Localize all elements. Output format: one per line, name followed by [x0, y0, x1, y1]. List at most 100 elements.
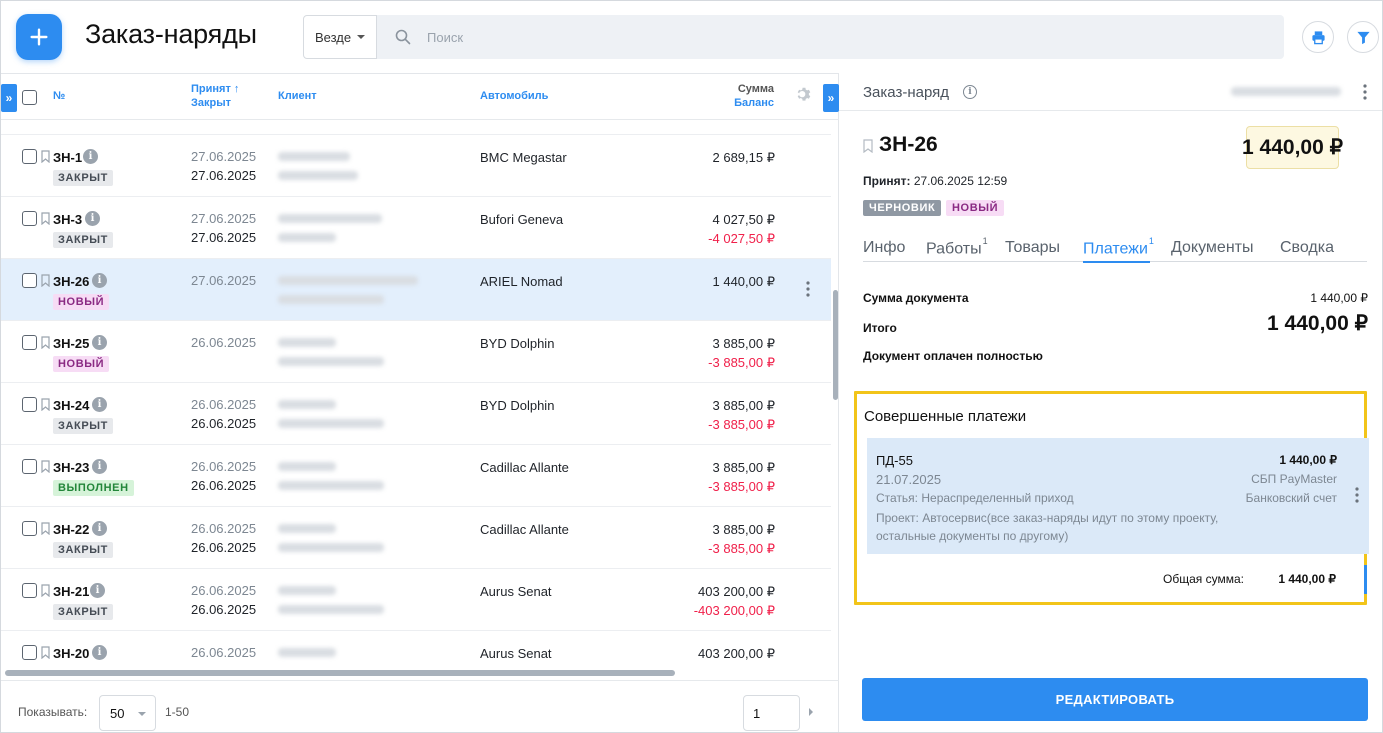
row-menu-icon[interactable]	[806, 281, 810, 297]
client-name-redacted	[278, 214, 382, 223]
table-row[interactable]: ЗН-24 i ЗАКРЫТ 26.06.2025 26.06.2025 BYD…	[1, 383, 831, 445]
status-badge: ЗАКРЫТ	[53, 418, 113, 434]
page-number-input[interactable]: 1	[743, 695, 800, 731]
bookmark-icon[interactable]	[41, 584, 50, 597]
info-icon[interactable]: i	[85, 211, 100, 226]
page-size-select[interactable]: 50	[99, 695, 156, 731]
more-menu-icon[interactable]	[1363, 84, 1367, 100]
horizontal-scrollbar[interactable]	[5, 670, 675, 676]
collapse-panel-button[interactable]: »	[823, 84, 839, 112]
table-row[interactable]: ЗН-1 i ЗАКРЫТ 27.06.2025 27.06.2025 BMC …	[1, 135, 831, 197]
search-scope-select[interactable]: Везде	[303, 15, 377, 59]
scroll-indicator	[1364, 565, 1367, 594]
order-number[interactable]: ЗН-3	[53, 212, 83, 227]
bookmark-icon[interactable]	[41, 522, 50, 535]
table-row[interactable]: ЗН-25 i НОВЫЙ 26.06.2025 BYD Dolphin 3 8…	[1, 321, 831, 383]
car-model: BYD Dolphin	[480, 336, 555, 351]
row-checkbox[interactable]	[22, 459, 37, 474]
row-checkbox[interactable]	[22, 335, 37, 350]
column-client[interactable]: Клиент	[278, 90, 317, 102]
info-icon[interactable]: i	[92, 273, 107, 288]
row-checkbox[interactable]	[22, 583, 37, 598]
tab-info[interactable]: Инфо	[863, 239, 906, 256]
column-sum[interactable]: Сумма	[737, 83, 774, 95]
select-all-checkbox[interactable]	[22, 90, 37, 105]
column-closed[interactable]: Закрыт	[191, 97, 232, 109]
row-checkbox[interactable]	[22, 149, 37, 164]
bookmark-icon[interactable]	[41, 212, 50, 225]
info-icon[interactable]: i	[92, 459, 107, 474]
client-phone-redacted	[278, 605, 384, 614]
table-row[interactable]: ЗН-22 i ЗАКРЫТ 26.06.2025 26.06.2025 Cad…	[1, 507, 831, 569]
table-row[interactable]: ЗН-21 i ЗАКРЫТ 26.06.2025 26.06.2025 Aur…	[1, 569, 831, 631]
table-row[interactable]: ЗН-20 i 26.06.2025 Aurus Senat 403 200,0…	[1, 631, 831, 664]
order-sum: 1 440,00 ₽	[712, 274, 776, 289]
order-number[interactable]: ЗН-26	[53, 274, 90, 289]
info-icon[interactable]: i	[92, 645, 107, 660]
table-row[interactable]: ЗН-3 i ЗАКРЫТ 27.06.2025 27.06.2025 Bufo…	[1, 197, 831, 259]
order-number[interactable]: ЗН-20	[53, 646, 90, 661]
client-phone-redacted	[278, 233, 336, 242]
row-checkbox[interactable]	[22, 645, 37, 660]
filter-button[interactable]	[1347, 21, 1379, 53]
order-number[interactable]: ЗН-23	[53, 460, 90, 475]
order-number[interactable]: ЗН-21	[53, 584, 90, 599]
bookmark-icon[interactable]	[41, 460, 50, 473]
order-number[interactable]: ЗН-25	[53, 336, 90, 351]
tab-payments[interactable]: Платежи1	[1083, 236, 1154, 264]
info-icon[interactable]: i	[90, 583, 105, 598]
bookmark-icon[interactable]	[863, 139, 873, 153]
bookmark-icon[interactable]	[41, 274, 50, 287]
client-phone-redacted	[278, 419, 384, 428]
table-row[interactable]: ЗН-23 i ВЫПОЛНЕН 26.06.2025 26.06.2025 C…	[1, 445, 831, 507]
add-order-button[interactable]	[16, 14, 62, 60]
client-phone-redacted	[278, 357, 384, 366]
order-number[interactable]: ЗН-22	[53, 522, 90, 537]
info-icon[interactable]: i	[963, 85, 977, 99]
plus-icon	[30, 28, 48, 46]
accepted-datetime: Принят: 27.06.2025 12:59	[863, 174, 1007, 188]
search-input[interactable]	[427, 29, 1227, 45]
gear-icon[interactable]	[795, 86, 813, 104]
vertical-scrollbar[interactable]	[833, 290, 838, 400]
paid-note: Документ оплачен полностью	[863, 349, 1043, 363]
column-car[interactable]: Автомобиль	[480, 90, 549, 102]
tab-summary[interactable]: Сводка	[1280, 239, 1335, 256]
row-checkbox[interactable]	[22, 211, 37, 226]
order-sum: 3 885,00 ₽	[712, 398, 776, 413]
info-icon[interactable]: i	[92, 335, 107, 350]
expand-sidebar-button[interactable]: »	[1, 84, 17, 112]
row-checkbox[interactable]	[22, 273, 37, 288]
bookmark-icon[interactable]	[41, 336, 50, 349]
tab-works[interactable]: Работы1	[926, 236, 988, 258]
tab-goods[interactable]: Товары	[1005, 239, 1061, 256]
edit-button[interactable]: РЕДАКТИРОВАТЬ	[862, 678, 1368, 721]
row-checkbox[interactable]	[22, 521, 37, 536]
info-icon[interactable]: i	[92, 521, 107, 536]
row-checkbox[interactable]	[22, 397, 37, 412]
order-number[interactable]: ЗН-1	[53, 150, 83, 165]
payment-account: Банковский счет	[1245, 491, 1337, 505]
column-balance[interactable]: Баланс	[734, 97, 774, 109]
orders-table-panel: » № Принят ↑ Закрыт Клиент Автомобиль Су…	[1, 73, 839, 732]
client-phone-redacted	[278, 295, 384, 304]
table-row-selected[interactable]: ЗН-26 i НОВЫЙ 27.06.2025 ARIEL Nomad 1 4…	[1, 259, 831, 321]
next-page-icon[interactable]	[809, 708, 813, 716]
closed-date: 26.06.2025	[191, 540, 257, 555]
bookmark-icon[interactable]	[41, 646, 50, 659]
print-button[interactable]	[1302, 21, 1334, 53]
order-number[interactable]: ЗН-24	[53, 398, 90, 413]
client-name-redacted	[278, 586, 336, 595]
info-icon[interactable]: i	[92, 397, 107, 412]
bookmark-icon[interactable]	[41, 398, 50, 411]
payment-menu-icon[interactable]	[1355, 487, 1359, 503]
column-accepted[interactable]: Принят ↑	[191, 83, 240, 95]
status-badge: ВЫПОЛНЕН	[53, 480, 134, 496]
payment-card[interactable]: ПД-55 1 440,00 ₽ 21.07.2025 СБП PayMaste…	[867, 438, 1369, 554]
bookmark-icon[interactable]	[41, 150, 50, 163]
info-icon[interactable]: i	[83, 149, 98, 164]
order-balance: -3 885,00 ₽	[708, 541, 775, 556]
client-name-redacted	[278, 400, 336, 409]
column-number[interactable]: №	[53, 90, 66, 102]
tab-documents[interactable]: Документы	[1171, 239, 1254, 256]
